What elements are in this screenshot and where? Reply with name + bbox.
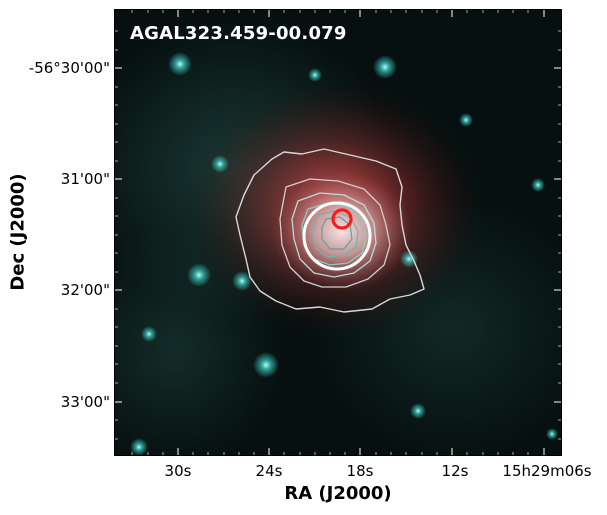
ytick-label: 33'00": [60, 393, 110, 411]
sky-image-panel: AGAL323.459-00.079: [114, 9, 562, 456]
ytick-label: -56°30'00": [28, 59, 110, 77]
xtick-label: 18s: [346, 462, 374, 480]
contour-5: [311, 210, 359, 258]
star: [232, 271, 252, 291]
contour-2: [279, 178, 391, 288]
source-marker: [331, 208, 353, 230]
xtick-label: 30s: [164, 462, 192, 480]
ytick-label: 31'00": [60, 170, 110, 188]
star: [373, 55, 397, 79]
clump-core: [272, 171, 412, 291]
star: [211, 155, 229, 173]
ytick-label: 32'00": [60, 281, 110, 299]
star: [308, 68, 322, 82]
star: [253, 352, 279, 378]
star: [531, 178, 545, 192]
sky-image: [114, 9, 562, 456]
xtick-label: 15h29m06s: [502, 462, 592, 480]
contour-3: [291, 192, 377, 278]
star: [546, 428, 558, 440]
star: [141, 326, 157, 342]
contour-levels: [235, 148, 425, 313]
xtick-label: 24s: [255, 462, 283, 480]
source-name-label: AGAL323.459-00.079: [130, 23, 347, 44]
contour-6: [321, 216, 353, 250]
star: [459, 113, 473, 127]
contour-outer: [235, 148, 425, 313]
xtick-label: 12s: [441, 462, 469, 480]
frame-ticks: [114, 9, 562, 456]
y-axis-label: Dec (J2000): [7, 173, 29, 291]
star: [187, 263, 211, 287]
x-axis-label: RA (J2000): [284, 483, 392, 504]
star: [410, 403, 426, 419]
beam-circle: [302, 201, 372, 271]
star: [168, 52, 192, 76]
star: [130, 438, 148, 456]
star: [400, 250, 418, 268]
